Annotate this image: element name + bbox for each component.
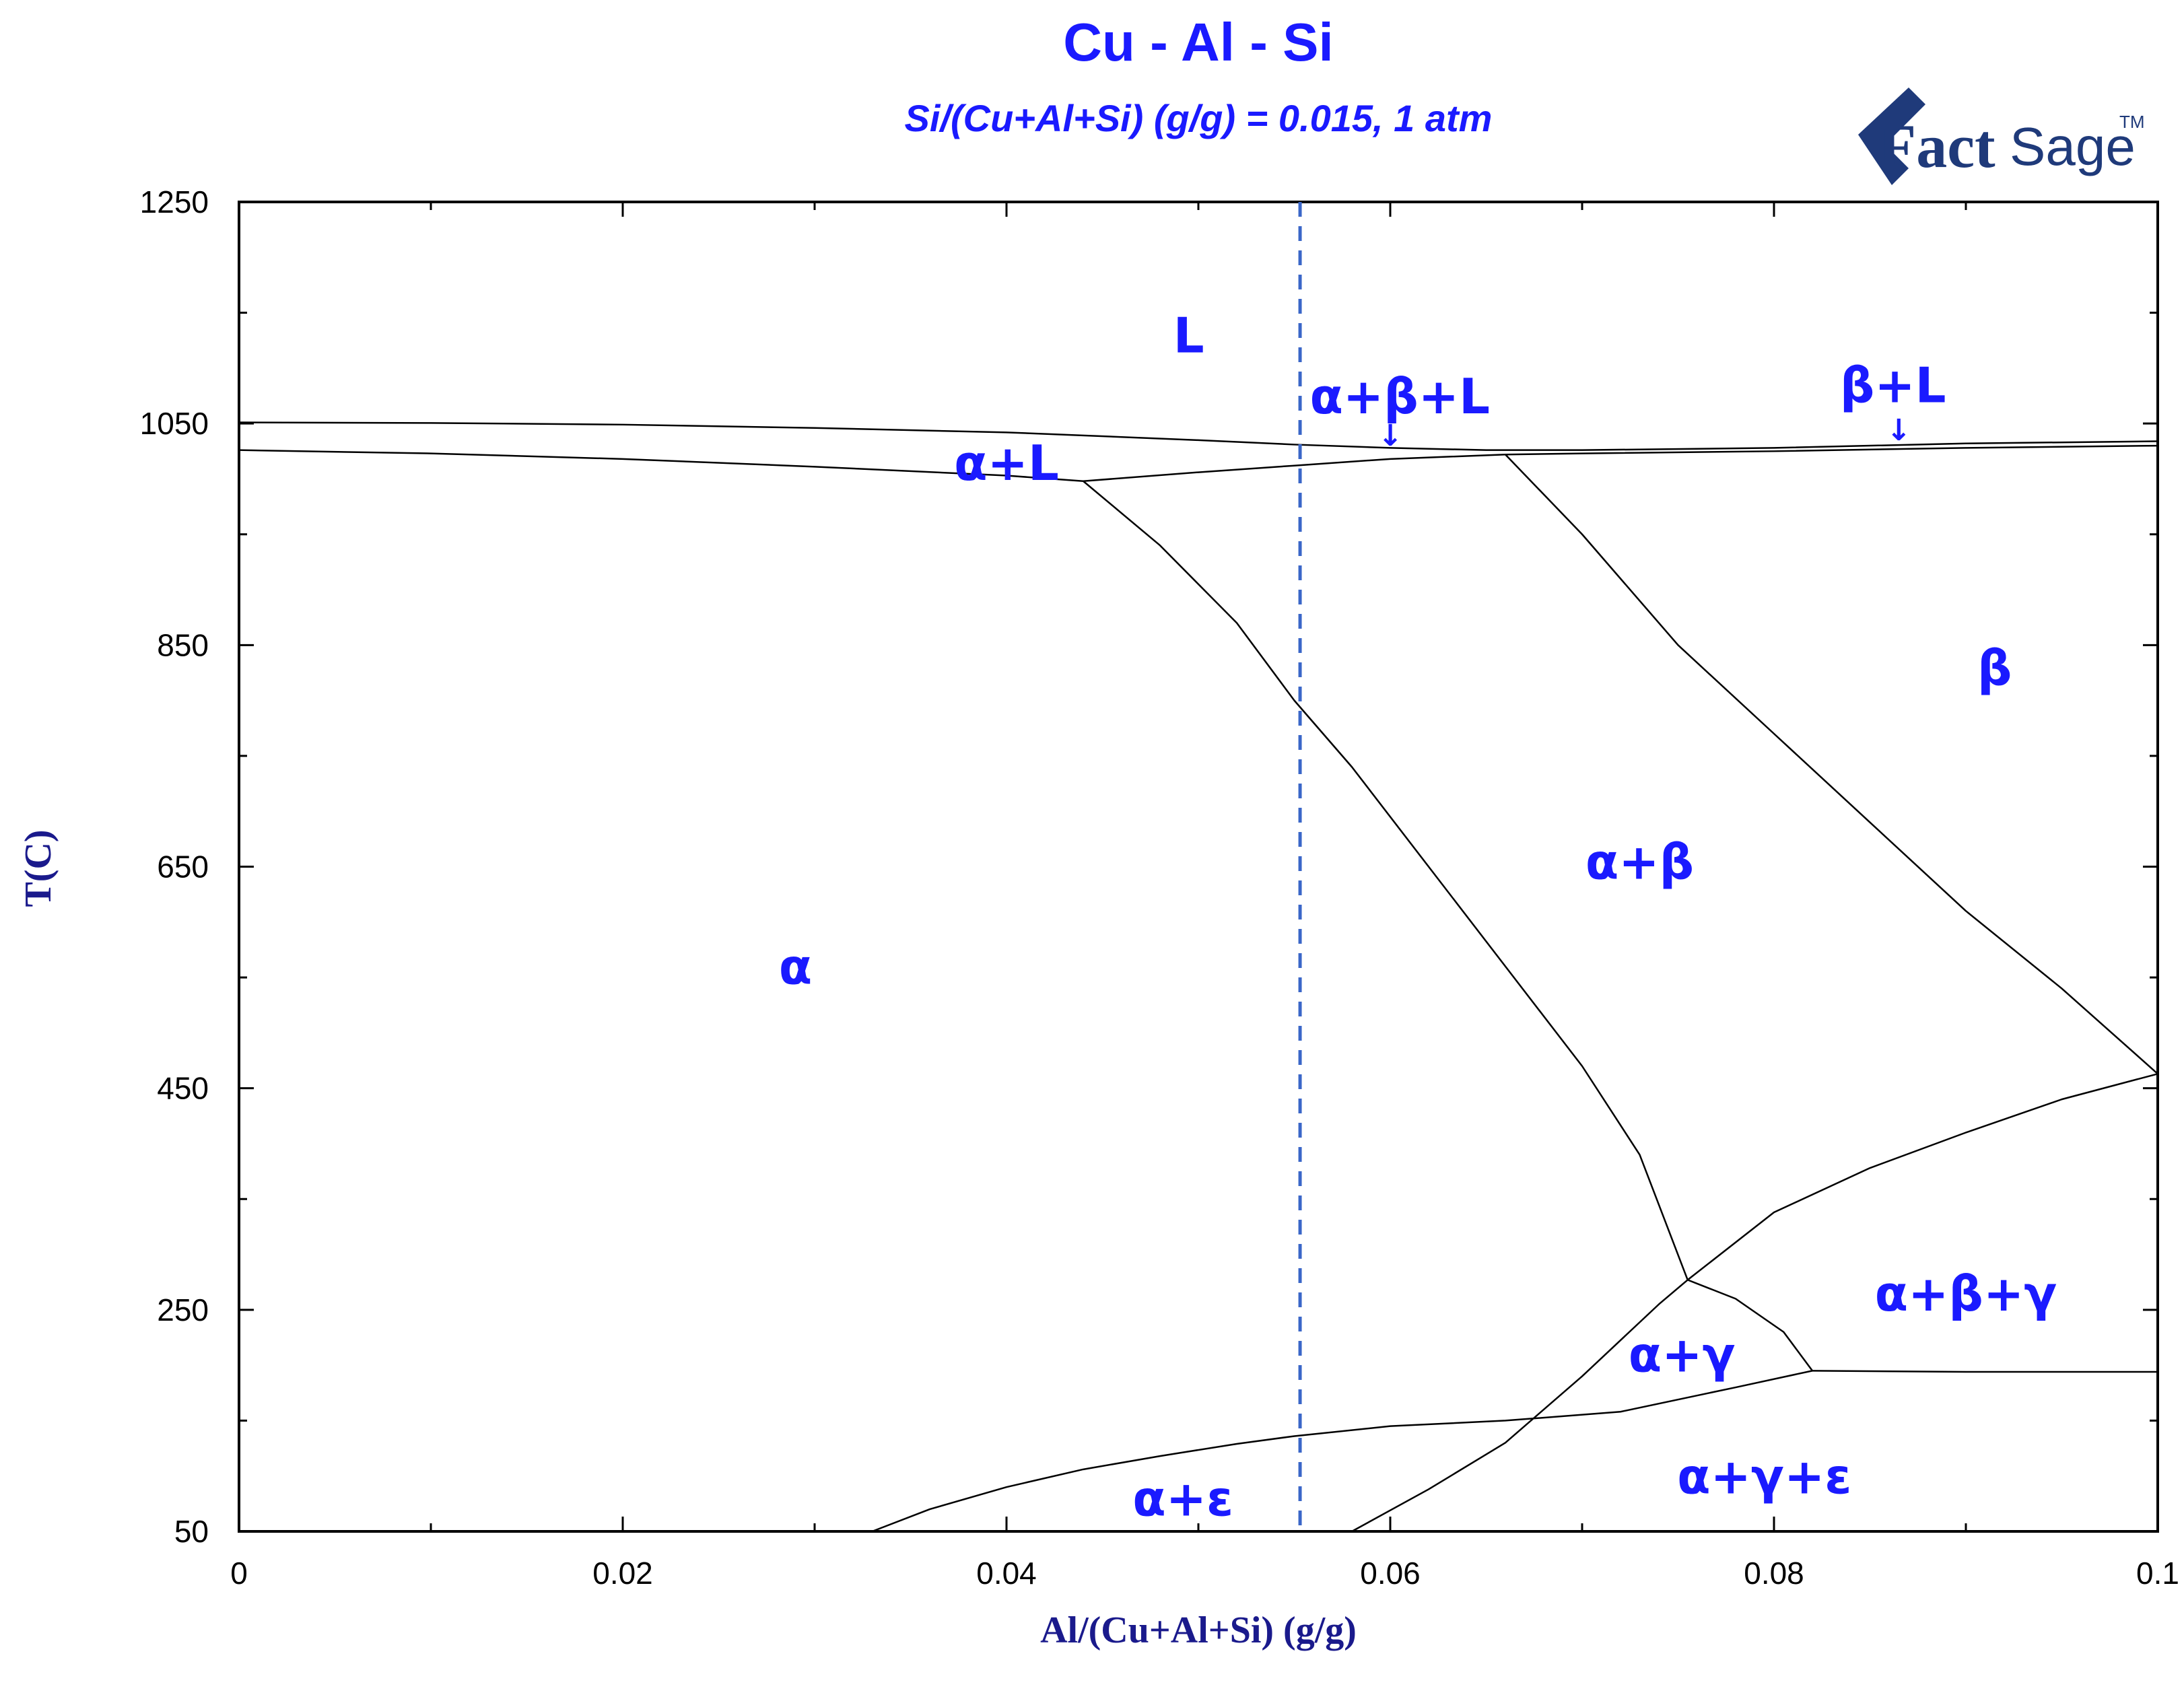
label-arrows: ↓ ↓ [1378, 413, 1911, 453]
factsage-logo: Fact Sage TM [1858, 88, 2145, 185]
x-axis-title: Al/(Cu+Al+Si) (g/g) [1040, 1609, 1357, 1651]
y-tick-label: 250 [157, 1292, 209, 1327]
y-tick-label: 850 [157, 627, 209, 662]
y-tick-label: 1250 [140, 184, 209, 219]
phase-region-label: β [1977, 639, 2012, 696]
phase-region-label: α+β [1585, 833, 1694, 890]
phase-boundary-line [1351, 1279, 1688, 1533]
phase-region-label: α [779, 939, 812, 996]
logo-text-tm: TM [2119, 112, 2145, 132]
phase-region-label: α+γ [1629, 1327, 1736, 1383]
phase-region-label: α+ε [1132, 1471, 1233, 1527]
phase-region-label: β+L [1840, 357, 1946, 414]
y-tick-label: 650 [157, 850, 209, 885]
chart-title: Cu - Al - Si [1063, 12, 1333, 72]
phase-region-labels: Lα+β+L β+L α+L β α+β α α+β+γ α+γ α+γ+ε α+ε [779, 308, 2057, 1527]
x-tick-label: 0.06 [1360, 1556, 1421, 1591]
x-tick-label: 0.02 [592, 1556, 653, 1591]
x-tick-label: 0.1 [2136, 1556, 2179, 1591]
phase-boundary-line [1686, 1073, 2158, 1281]
phase-boundaries [238, 421, 2158, 1533]
y-tick-label: 50 [174, 1514, 209, 1549]
x-tick-label: 0.04 [976, 1556, 1037, 1591]
phase-boundary-line [238, 449, 1084, 482]
logo-emblem-icon [1858, 88, 1925, 185]
chart-subtitle: Si/(Cu+Al+Si) (g/g) = 0.015, 1 atm [905, 97, 1493, 139]
phase-boundary-line [1812, 1370, 2158, 1373]
label-arrow-icon: ↓ [1886, 413, 1911, 448]
phase-boundary-line [1687, 1279, 1814, 1372]
tick-marks [238, 201, 2159, 1533]
x-tick-label: 0.08 [1744, 1556, 1804, 1591]
logo-text-sage: Sage [2010, 116, 2136, 176]
phase-region-label: L [1173, 308, 1204, 364]
logo-text-fact: Fact [1878, 112, 1995, 180]
phase-boundary-line [1505, 444, 2158, 456]
label-arrow-icon: ↓ [1378, 419, 1403, 453]
x-tick-label: 0 [230, 1556, 248, 1591]
phase-boundary-line [1083, 480, 1688, 1280]
phase-boundary-line [1083, 454, 1506, 482]
phase-boundary-line [238, 421, 2158, 451]
y-tick-labels: 50 250 450 650 850 1050 1250 [140, 184, 209, 1549]
phase-region-label: α+β+L [1309, 368, 1490, 425]
phase-boundary-line [872, 1370, 1813, 1533]
phase-boundary-line [1505, 454, 2158, 1075]
phase-region-label: α+β+γ [1875, 1265, 2057, 1322]
y-tick-label: 450 [157, 1071, 209, 1106]
y-axis-title: T(C) [18, 829, 59, 907]
phase-region-label: α+L [954, 435, 1059, 491]
phase-region-label: α+γ+ε [1677, 1449, 1851, 1505]
x-tick-labels: 0 0.02 0.04 0.06 0.08 0.1 [230, 1556, 2179, 1591]
y-tick-label: 1050 [140, 406, 209, 441]
